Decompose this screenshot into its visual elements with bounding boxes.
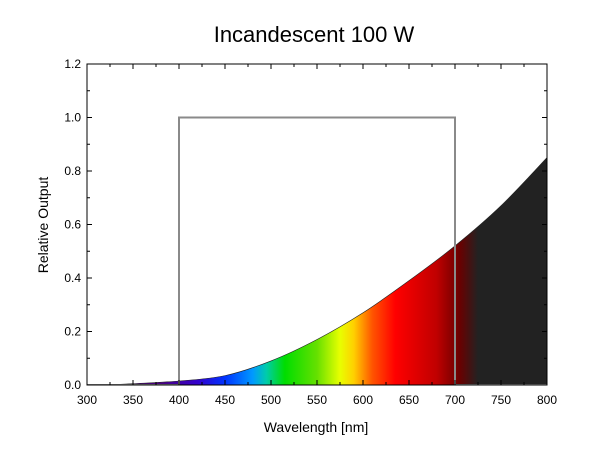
y-tick-label: 0.6: [64, 218, 81, 232]
y-axis-label: Relative Output: [35, 177, 51, 274]
x-tick-label: 800: [537, 393, 557, 407]
y-tick-label: 1.0: [64, 111, 81, 125]
chart-title: Incandescent 100 W: [214, 22, 415, 47]
x-tick-label: 750: [491, 393, 511, 407]
x-tick-label: 650: [399, 393, 419, 407]
reference-range-line: [87, 116, 547, 385]
y-tick-label: 1.2: [64, 57, 81, 71]
y-tick-label: 0.4: [64, 271, 81, 285]
x-tick-label: 450: [215, 393, 235, 407]
y-tick-label: 0.2: [64, 325, 81, 339]
y-tick-label: 0.0: [64, 378, 81, 392]
x-axis-label: Wavelength [nm]: [264, 419, 369, 435]
x-tick-label: 300: [77, 393, 97, 407]
spectrum-area: [105, 157, 547, 385]
x-tick-label: 700: [445, 393, 465, 407]
x-tick-label: 400: [169, 393, 189, 407]
x-tick-label: 500: [261, 393, 281, 407]
y-axis: 0.0 0.2 0.4 0.6 0.8 1.0 1.2: [64, 57, 547, 392]
x-tick-label: 350: [123, 393, 143, 407]
y-tick-label: 0.8: [64, 164, 81, 178]
x-tick-label: 600: [353, 393, 373, 407]
x-tick-label: 550: [307, 393, 327, 407]
x-axis: 300 350 400 450 500 550 600 650 700 750 800: [77, 64, 557, 407]
